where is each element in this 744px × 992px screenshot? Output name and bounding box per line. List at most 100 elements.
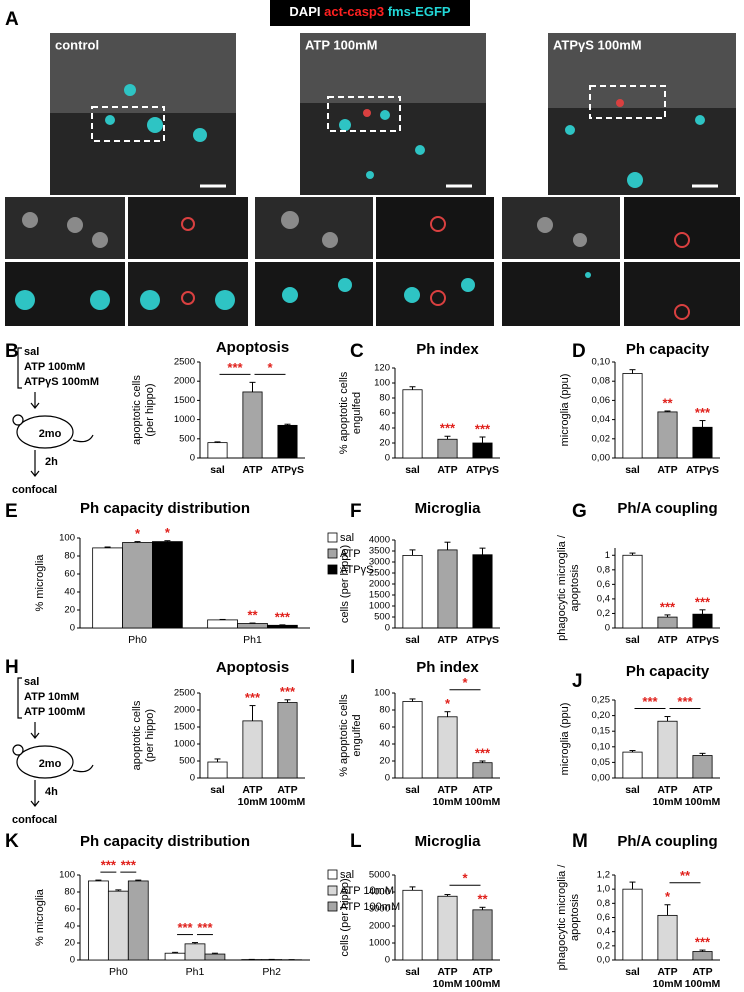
significance: *** (440, 421, 456, 436)
bar (692, 426, 713, 459)
x-tick-label: ATPγS (686, 464, 719, 476)
y-axis-label: apoptotic cells (131, 700, 143, 770)
x-tick-label: ATP (437, 784, 457, 796)
panel-letter: C (350, 341, 364, 362)
age-label: 2mo (39, 428, 62, 440)
chart-title: Ph capacity distribution (80, 500, 250, 517)
panel-letter: J (572, 671, 583, 692)
y-axis-label: cells (per hippo) (339, 878, 351, 956)
x-tick-label: ATP (437, 464, 457, 476)
legend-label: sal (340, 869, 354, 881)
bar (692, 755, 713, 779)
bar (207, 619, 238, 629)
stain-label: DAPI (289, 4, 320, 19)
chart-title: Ph/A coupling (617, 500, 717, 517)
error-bar (664, 614, 671, 618)
image-layer (548, 33, 736, 108)
y-tick-label: 4000 (369, 887, 390, 898)
y-tick-label: 40 (379, 739, 390, 750)
y-tick-label: 0,00 (592, 453, 611, 464)
bar (402, 701, 423, 779)
x-tick-label: ATPγS (466, 464, 499, 476)
legend-label: sal (340, 532, 354, 544)
error-bar (629, 881, 636, 890)
significance: *** (677, 694, 693, 709)
y-tick-label: 2500 (174, 688, 195, 699)
bar (622, 751, 643, 779)
y-tick-label: 1000 (369, 938, 390, 949)
significance: *** (101, 858, 117, 873)
y-axis-label: phagocytic microglia / (556, 864, 568, 971)
bar (88, 880, 109, 961)
treatment-label: sal (24, 346, 39, 358)
significance: *** (245, 690, 261, 705)
zoom-images (5, 197, 740, 326)
panel-letter: L (350, 831, 362, 852)
error-bar (629, 552, 636, 556)
chart-title: Microglia (415, 500, 482, 517)
x-tick-label: sal (625, 634, 640, 646)
treatment-label: ATP 100mM (24, 706, 85, 718)
micrographs (5, 0, 740, 326)
error-bar (664, 410, 671, 412)
y-tick-label: 0,6 (597, 579, 610, 590)
error-bar (95, 879, 102, 881)
y-tick-label: 2500 (174, 357, 195, 368)
bar (622, 888, 643, 961)
significance: * (135, 526, 141, 541)
y-tick-label: 40 (379, 423, 390, 434)
x-tick-label: ATP (242, 784, 262, 796)
bar (402, 389, 423, 459)
bar (207, 442, 228, 459)
bar (277, 424, 298, 459)
header-box (270, 0, 470, 26)
significance: * (267, 360, 273, 375)
bar (127, 880, 149, 961)
y-tick-label: 0,08 (592, 376, 611, 387)
significance: *** (695, 935, 711, 950)
error-bar (444, 435, 451, 440)
chart-title: Ph capacity distribution (80, 833, 250, 850)
y-tick-label: 0 (70, 955, 75, 966)
panel-letter: I (350, 657, 355, 678)
x-tick-label: ATPγS (686, 634, 719, 646)
chart-title: Ph capacity (626, 341, 710, 358)
image-label: control (55, 37, 99, 52)
x-tick-label: sal (405, 634, 420, 646)
x-tick-label: ATP (692, 784, 712, 796)
error-bar (284, 699, 291, 703)
x-tick-label: 10mM (653, 796, 683, 808)
y-tick-label: 20 (64, 938, 75, 949)
bar (184, 943, 206, 961)
time-label: 4h (45, 786, 58, 798)
y-tick-label: 0,06 (592, 395, 611, 406)
y-tick-label: 0,25 (592, 695, 611, 706)
bar (472, 554, 493, 629)
error-bar (164, 540, 171, 542)
error-bar (444, 894, 451, 897)
y-tick-label: 2500 (369, 568, 390, 579)
x-tick-label: ATP (437, 966, 457, 978)
error-bar (249, 705, 256, 721)
y-tick-label: 2000 (174, 705, 195, 716)
y-tick-label: 0 (190, 453, 195, 464)
bar (204, 953, 226, 961)
y-axis-label: % microglia (34, 554, 46, 612)
y-axis-label: cells (per hippo) (339, 545, 351, 623)
x-tick-label: 100mM (270, 796, 306, 808)
y-tick-label: 1000 (174, 739, 195, 750)
error-bar (409, 698, 416, 702)
significance: *** (475, 421, 491, 436)
chart-title: Microglia (415, 833, 482, 850)
y-tick-label: 0,2 (597, 608, 610, 619)
x-tick-label: sal (625, 784, 640, 796)
panel-letter: B (5, 341, 19, 362)
x-tick-label: 10mM (433, 796, 463, 808)
y-axis-label: apoptosis (569, 564, 581, 612)
x-tick-label: Ph1 (243, 634, 262, 646)
y-tick-label: 0,05 (592, 757, 611, 768)
y-tick-label: 20 (64, 605, 75, 616)
y-tick-label: 2000 (369, 579, 390, 590)
x-tick-label: Ph2 (262, 966, 281, 978)
